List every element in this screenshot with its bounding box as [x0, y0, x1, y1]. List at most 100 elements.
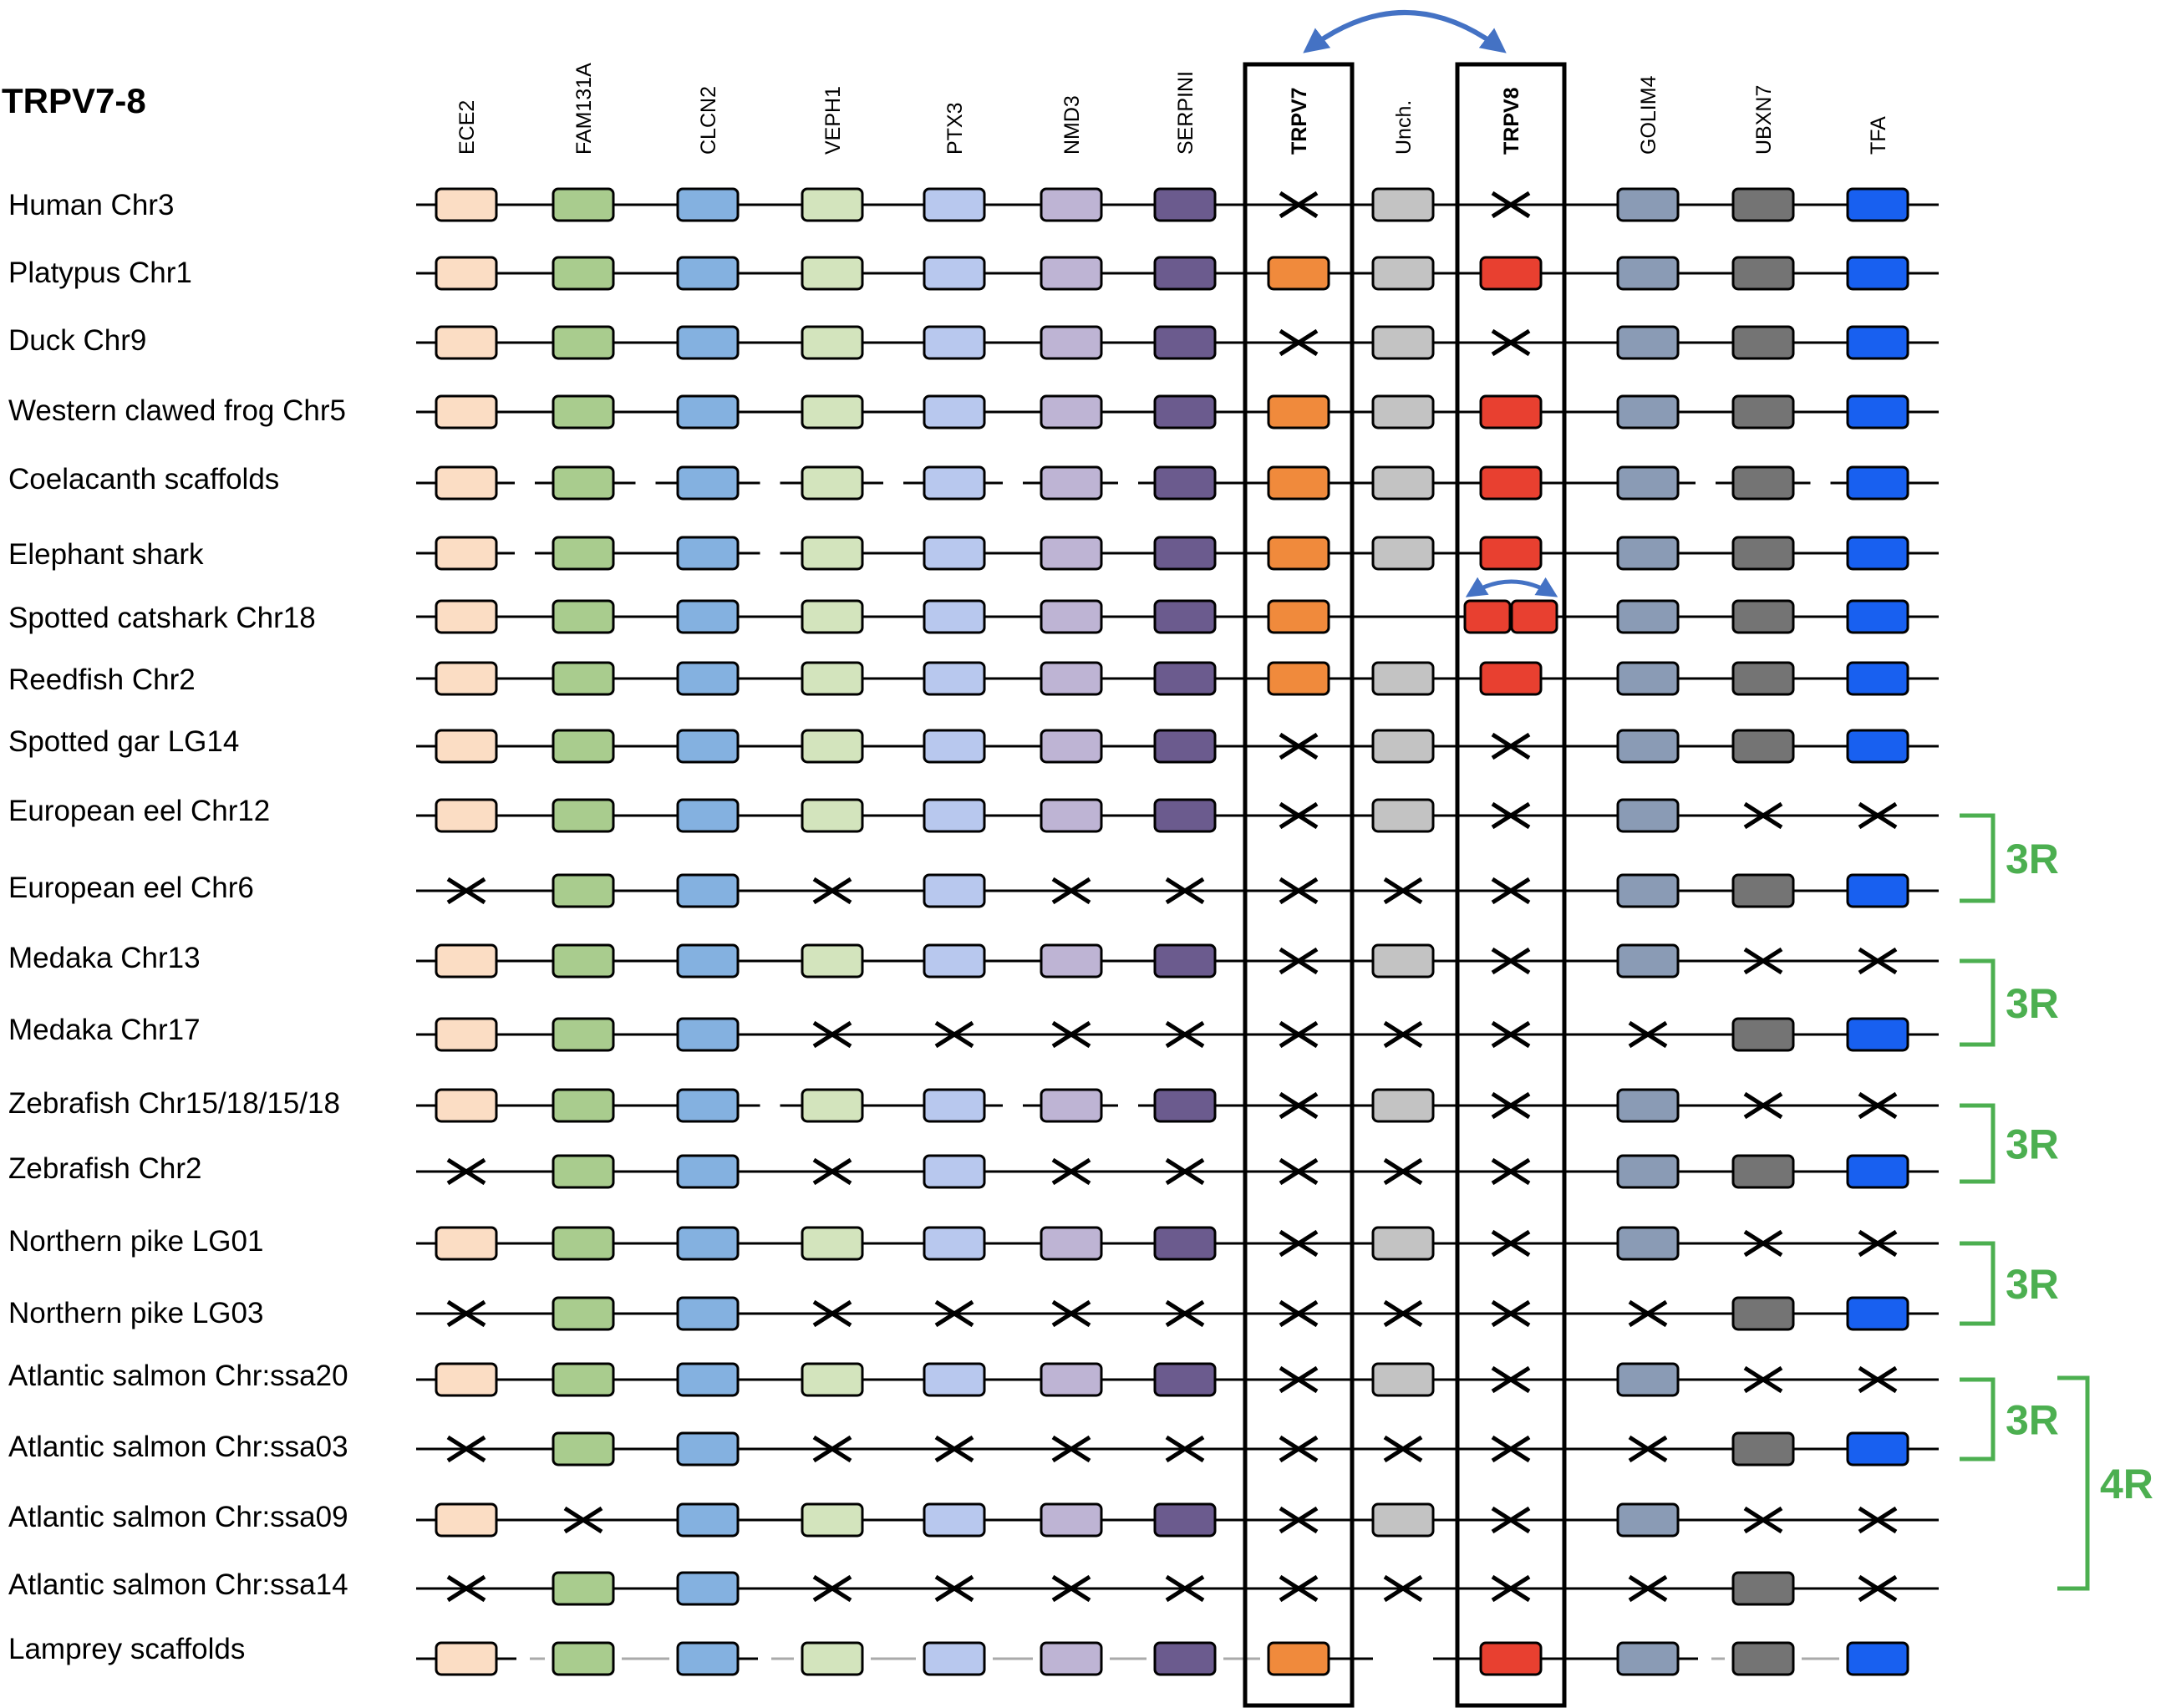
- gene-loss-cross: [1491, 1574, 1531, 1603]
- gene-loss-cross: [1743, 1091, 1783, 1120]
- gene-box: [435, 798, 498, 833]
- duplication-label: 3R: [2006, 1261, 2059, 1308]
- gene-box: [801, 1641, 864, 1676]
- gene-loss-cross: [1491, 191, 1531, 219]
- species-rows: [416, 187, 1939, 1676]
- species-label: European eel Chr12: [8, 795, 270, 827]
- gene-box: [1153, 798, 1217, 833]
- gene-box: [1267, 1641, 1330, 1676]
- gene-loss-cross: [1279, 1435, 1319, 1463]
- gene-box: [1479, 661, 1543, 696]
- gene-loss-cross: [1491, 947, 1531, 975]
- gene-box: [1616, 798, 1680, 833]
- species-label: Human Chr3: [8, 189, 174, 221]
- species-row: [416, 873, 1939, 908]
- gene-header-trpv7: TRPV7: [1288, 87, 1311, 155]
- gene-box: [552, 798, 615, 833]
- gene-box: [552, 1362, 615, 1397]
- species-row: [416, 577, 1939, 634]
- gene-box: [1153, 465, 1217, 501]
- gene-loss-cross: [1858, 1574, 1898, 1603]
- gene-loss-cross: [446, 1435, 486, 1463]
- gene-box: [1616, 943, 1680, 979]
- gene-loss-cross: [1383, 1299, 1423, 1328]
- gene-loss-cross: [1165, 1157, 1205, 1186]
- gene-box: [1371, 943, 1435, 979]
- gene-box: [801, 325, 864, 360]
- gene-box: [1153, 1362, 1217, 1397]
- gene-box: [1153, 1088, 1217, 1123]
- gene-box: [552, 1226, 615, 1261]
- species-row: [416, 1088, 1939, 1123]
- gene-box: [1040, 187, 1103, 222]
- gene-box: [1616, 187, 1680, 222]
- gene-box: [1731, 536, 1795, 571]
- species-row: [416, 943, 1939, 979]
- gene-box: [1267, 256, 1330, 291]
- gene-box: [801, 943, 864, 979]
- gene-box: [435, 661, 498, 696]
- gene-box: [1153, 1226, 1217, 1261]
- species-row: [416, 1017, 1939, 1052]
- gene-box: [1040, 536, 1103, 571]
- species-row: [416, 1154, 1939, 1189]
- species-label: Western clawed frog Chr5: [8, 394, 346, 427]
- gene-box: [676, 943, 740, 979]
- gene-loss-cross: [812, 1574, 852, 1603]
- gene-loss-cross: [1491, 877, 1531, 905]
- gene-box: [1479, 465, 1543, 501]
- gene-box: [676, 599, 740, 634]
- gene-loss-cross: [1279, 1506, 1319, 1534]
- gene-box: [1153, 599, 1217, 634]
- species-label: Spotted catshark Chr18: [8, 602, 316, 634]
- gene-loss-cross: [1491, 1435, 1531, 1463]
- gene-box: [801, 465, 864, 501]
- gene-box: [1731, 1571, 1795, 1606]
- gene-loss-cross: [812, 1157, 852, 1186]
- gene-box: [1846, 465, 1909, 501]
- gene-box: [923, 798, 986, 833]
- gene-box: [552, 536, 615, 571]
- gene-header-clcn2: CLCN2: [697, 86, 720, 155]
- gene-box: [1040, 943, 1103, 979]
- gene-box: [1846, 1017, 1909, 1052]
- gene-loss-cross: [934, 1299, 974, 1328]
- duplication-bracket-3r: 3R: [1960, 1377, 2059, 1461]
- gene-loss-cross: [1383, 1020, 1423, 1049]
- gene-box: [552, 1017, 615, 1052]
- gene-box: [1153, 256, 1217, 291]
- duplication-label: 3R: [2006, 1397, 2059, 1444]
- gene-box: [435, 1502, 498, 1538]
- gene-box: [435, 1641, 498, 1676]
- gene-box: [435, 325, 498, 360]
- gene-box: [676, 536, 740, 571]
- gene-box: [1153, 943, 1217, 979]
- gene-box: [801, 661, 864, 696]
- gene-box: [1846, 1641, 1909, 1676]
- gene-box: [1616, 1088, 1680, 1123]
- gene-box: [676, 1362, 740, 1397]
- gene-box: [676, 1226, 740, 1261]
- gene-box: [552, 325, 615, 360]
- figure-title: TRPV7-8: [2, 81, 146, 120]
- gene-header-golim4: GOLIM4: [1637, 75, 1660, 155]
- gene-box: [676, 873, 740, 908]
- gene-box: [923, 599, 986, 634]
- species-label: Medaka Chr17: [8, 1014, 201, 1046]
- gene-box: [1846, 599, 1909, 634]
- gene-box: [435, 465, 498, 501]
- gene-box: [1616, 1362, 1680, 1397]
- gene-box: [1616, 394, 1680, 430]
- gene-header-serpini: SERPINI: [1174, 71, 1197, 155]
- gene-loss-cross: [1279, 1091, 1319, 1120]
- gene-box: [801, 599, 864, 634]
- gene-box: [1371, 661, 1435, 696]
- gene-box: [435, 536, 498, 571]
- gene-box: [1040, 798, 1103, 833]
- species-label: Elephant shark: [8, 538, 204, 571]
- gene-loss-cross: [1051, 1020, 1091, 1049]
- gene-box: [923, 536, 986, 571]
- gene-box: [923, 256, 986, 291]
- gene-box: [1153, 394, 1217, 430]
- gene-loss-cross: [1858, 801, 1898, 830]
